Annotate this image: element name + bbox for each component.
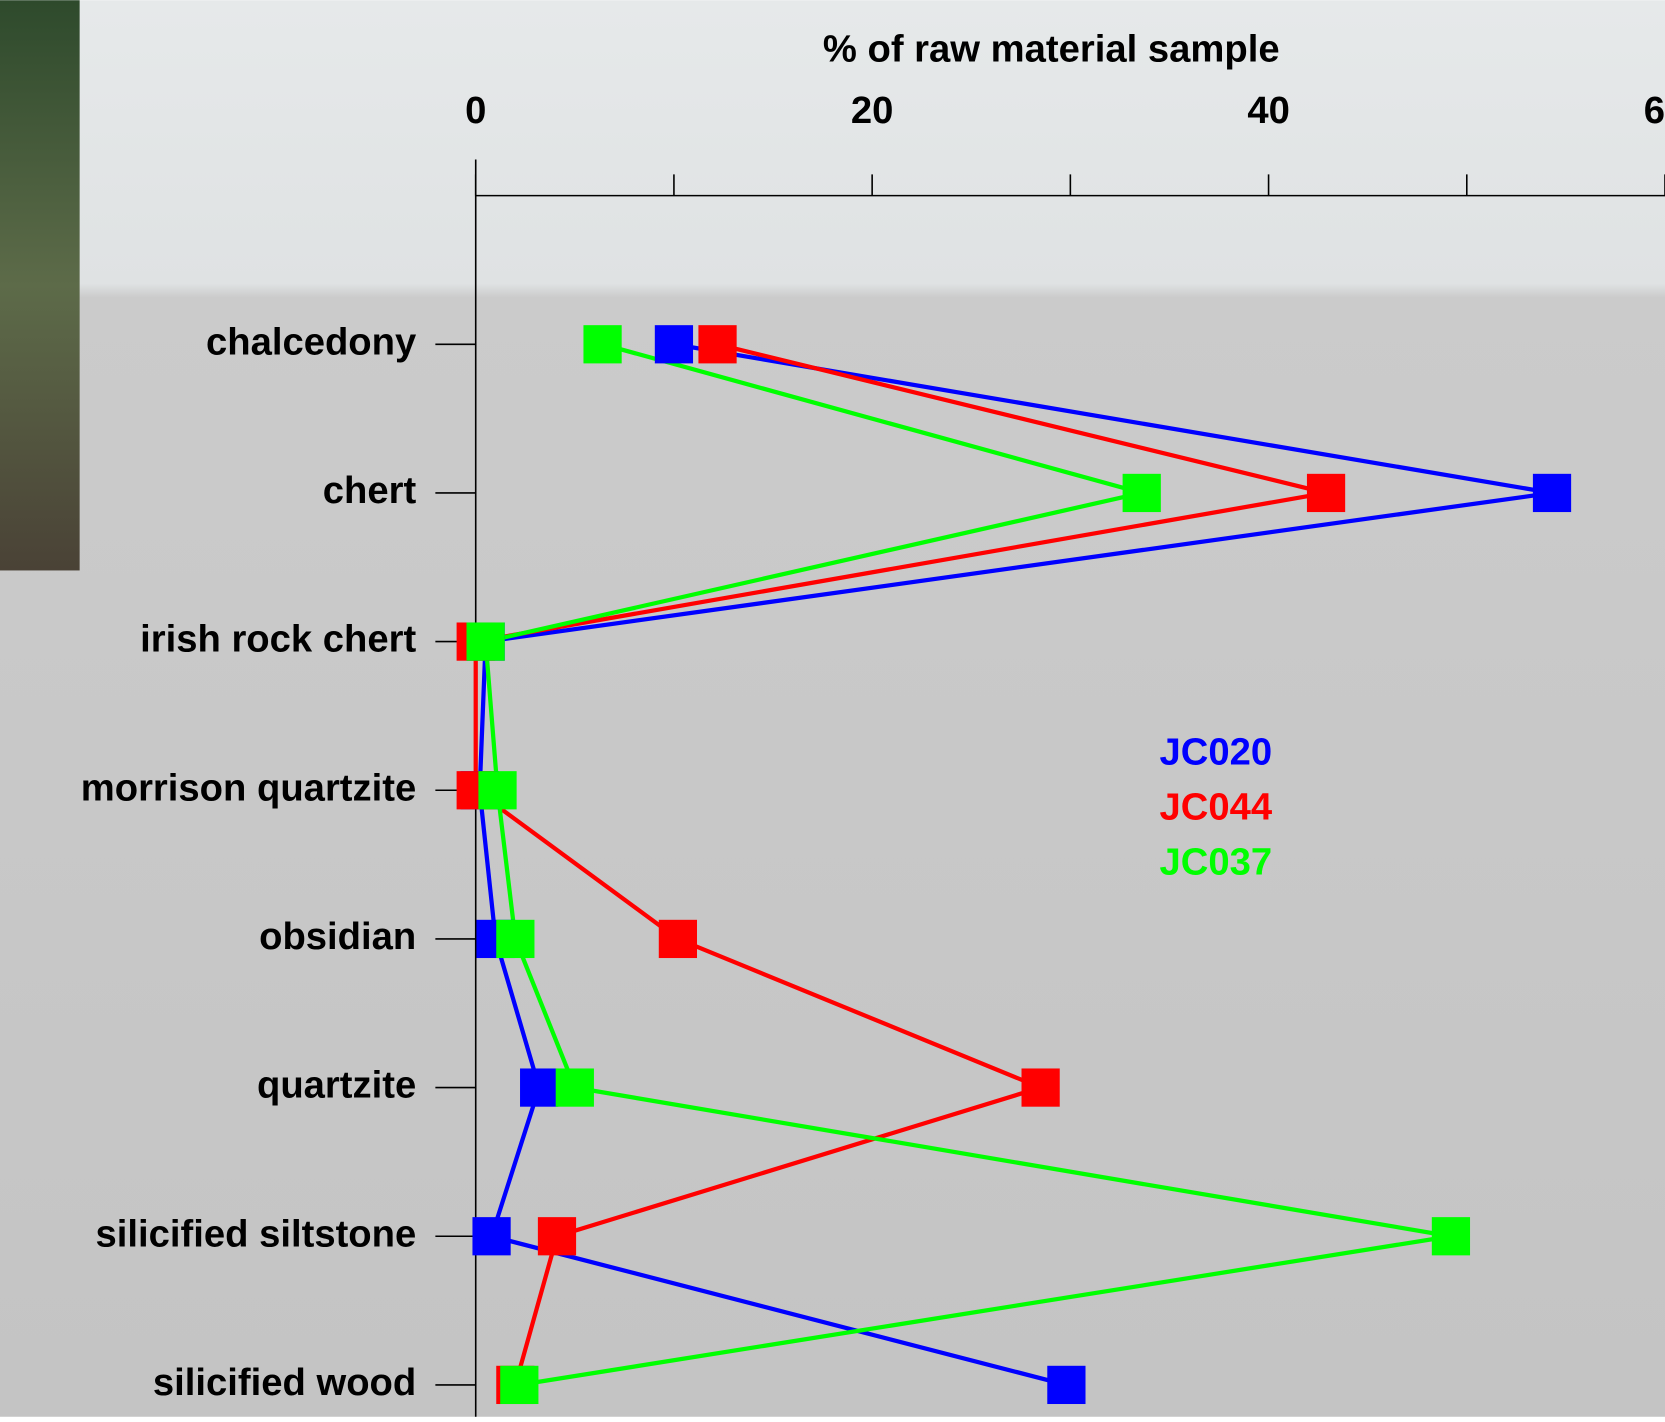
y-tick-label: morrison quartzite bbox=[81, 766, 417, 809]
y-tick-label: chalcedony bbox=[206, 320, 417, 363]
marker bbox=[659, 920, 697, 958]
marker bbox=[1022, 1068, 1060, 1106]
marker bbox=[556, 1068, 594, 1106]
axis-title: % of raw material sample bbox=[823, 27, 1280, 70]
marker bbox=[1432, 1217, 1470, 1255]
marker bbox=[583, 325, 621, 363]
legend-entry: JC044 bbox=[1160, 785, 1273, 828]
y-tick-label: quartzite bbox=[257, 1064, 416, 1107]
x-tick-label: 60 bbox=[1644, 89, 1665, 132]
marker bbox=[1533, 474, 1571, 512]
background bbox=[0, 0, 1665, 1417]
marker bbox=[520, 1068, 558, 1106]
y-tick-label: obsidian bbox=[259, 915, 416, 958]
legend-entry: JC020 bbox=[1160, 730, 1273, 773]
marker bbox=[1123, 474, 1161, 512]
x-tick-label: 0 bbox=[465, 89, 486, 132]
marker bbox=[500, 1366, 538, 1404]
marker bbox=[698, 325, 736, 363]
y-tick-label: silicified wood bbox=[153, 1361, 416, 1404]
y-tick-label: chert bbox=[323, 469, 417, 512]
marker bbox=[472, 1217, 510, 1255]
photo-fragment bbox=[0, 0, 80, 570]
chart: % of raw material sample 0 20 40 60 chalcedo… bbox=[0, 0, 1665, 1417]
marker bbox=[1047, 1366, 1085, 1404]
x-tick-label: 40 bbox=[1247, 89, 1290, 132]
marker bbox=[1307, 474, 1345, 512]
y-tick-label: irish rock chert bbox=[140, 618, 416, 661]
y-tick-label: silicified siltstone bbox=[96, 1212, 417, 1255]
x-tick-label: 20 bbox=[851, 89, 894, 132]
legend-entry: JC037 bbox=[1160, 841, 1273, 884]
marker bbox=[478, 771, 516, 809]
marker bbox=[467, 622, 505, 660]
page: % of raw material sample 0 20 40 60 chalcedo… bbox=[0, 0, 1665, 1417]
marker bbox=[496, 920, 534, 958]
marker bbox=[655, 325, 693, 363]
marker bbox=[538, 1217, 576, 1255]
